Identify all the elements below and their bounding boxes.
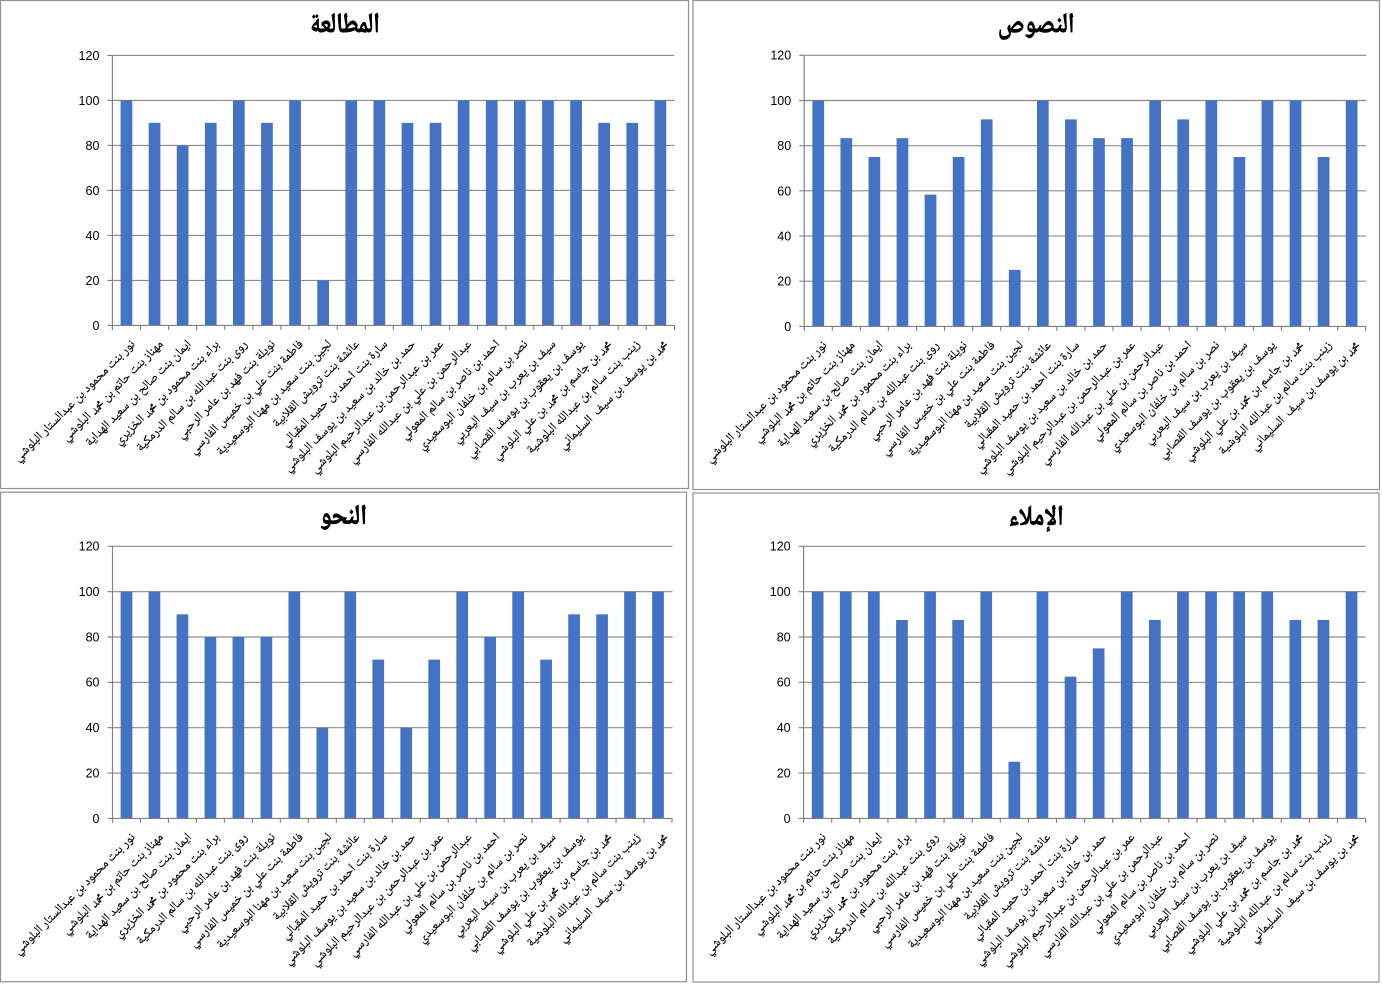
svg-text:60: 60 bbox=[86, 676, 100, 690]
svg-text:80: 80 bbox=[85, 139, 99, 153]
svg-text:40: 40 bbox=[85, 229, 99, 243]
svg-text:60: 60 bbox=[777, 676, 791, 690]
svg-text:100: 100 bbox=[770, 94, 791, 108]
svg-text:80: 80 bbox=[777, 630, 791, 644]
svg-text:20: 20 bbox=[86, 766, 100, 780]
svg-text:80: 80 bbox=[86, 630, 100, 644]
svg-text:20: 20 bbox=[777, 275, 791, 289]
svg-text:80: 80 bbox=[777, 139, 791, 153]
svg-text:40: 40 bbox=[777, 721, 791, 735]
svg-text:0: 0 bbox=[784, 812, 791, 826]
svg-text:40: 40 bbox=[86, 721, 100, 735]
svg-text:60: 60 bbox=[85, 184, 99, 198]
svg-text:100: 100 bbox=[770, 585, 791, 599]
svg-text:100: 100 bbox=[79, 585, 100, 599]
svg-text:120: 120 bbox=[770, 540, 791, 554]
svg-text:0: 0 bbox=[92, 319, 99, 333]
svg-text:60: 60 bbox=[777, 184, 791, 198]
svg-text:0: 0 bbox=[784, 320, 791, 334]
svg-text:120: 120 bbox=[79, 49, 100, 63]
svg-text:120: 120 bbox=[770, 49, 791, 63]
svg-text:120: 120 bbox=[79, 540, 100, 554]
svg-text:20: 20 bbox=[85, 274, 99, 288]
svg-text:40: 40 bbox=[777, 229, 791, 243]
svg-text:0: 0 bbox=[93, 812, 100, 826]
svg-text:20: 20 bbox=[777, 766, 791, 780]
svg-text:100: 100 bbox=[79, 94, 100, 108]
